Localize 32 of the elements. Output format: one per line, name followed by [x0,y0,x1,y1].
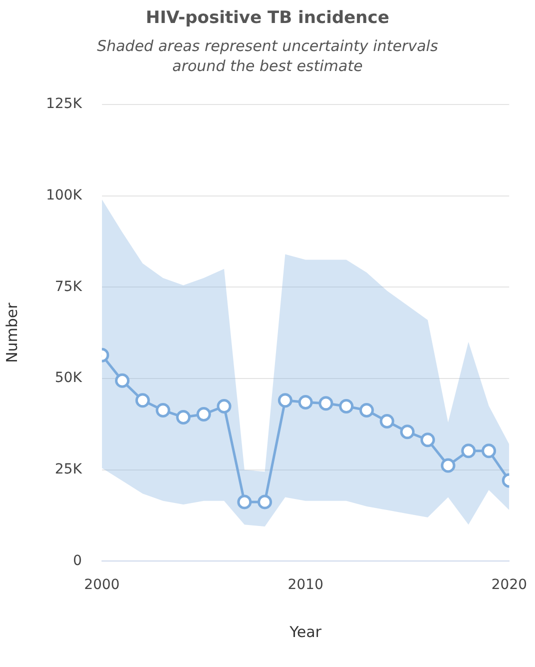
point [420,432,435,448]
point [482,444,496,458]
chart-subtitle: Shaded areas represent uncertainty intervals around the best estimate [96,36,440,76]
point [278,393,292,408]
point [318,396,334,411]
x-tick-label: 2000 [84,577,120,594]
y-tick-label: 0 [72,552,82,569]
y-tick-label: 125K [46,96,83,112]
point [380,414,394,428]
x-axis-title: Year [288,622,322,641]
chart-title: HIV-positive TB incidence [144,8,390,28]
point [440,458,456,473]
point [461,444,476,458]
point [156,403,170,418]
y-axis-title: Number [2,302,21,363]
point [196,407,211,422]
point [237,494,252,510]
y-tick-label: 100K [46,187,83,204]
point [339,399,354,414]
y-tick-label: 75K [54,278,83,295]
point [258,494,272,510]
point [216,399,232,414]
point [359,403,374,418]
y-tick-label: 50K [54,370,83,386]
point [135,393,150,408]
y-tick-label: 25K [54,461,83,478]
x-tick-label: 2010 [288,577,324,594]
point [298,394,313,410]
point [176,410,191,424]
point [115,373,130,388]
x-tick-label: 2020 [491,577,528,594]
point [400,424,415,440]
